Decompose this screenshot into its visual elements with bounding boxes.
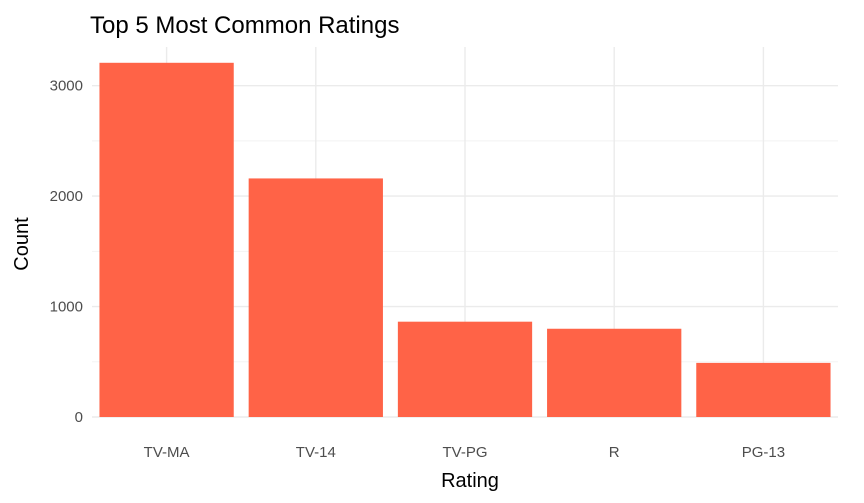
x-tick-label: TV-14 (296, 444, 336, 461)
chart-title: Top 5 Most Common Ratings (90, 12, 399, 39)
bar-r (547, 328, 682, 417)
x-tick-label: R (609, 444, 620, 461)
y-tick-label: 3000 (50, 78, 83, 95)
x-tick-label: PG-13 (742, 444, 785, 461)
x-tick-label: TV-MA (144, 444, 190, 461)
x-axis-ticks: TV-MA TV-14 TV-PG R PG-13 (144, 444, 785, 461)
x-axis-title: Rating (441, 470, 499, 492)
bar-tv-14 (248, 178, 383, 417)
bar-tv-pg (397, 321, 533, 417)
y-tick-label: 1000 (50, 299, 83, 316)
y-tick-label: 2000 (50, 188, 83, 205)
bar-tv-ma (99, 62, 234, 417)
y-axis-title: Count (11, 217, 33, 271)
bars (99, 62, 831, 417)
y-axis-ticks: 0 1000 2000 3000 (50, 78, 83, 426)
bar-pg-13 (696, 362, 831, 417)
x-tick-label: TV-PG (442, 444, 487, 461)
y-tick-label: 0 (75, 409, 83, 426)
